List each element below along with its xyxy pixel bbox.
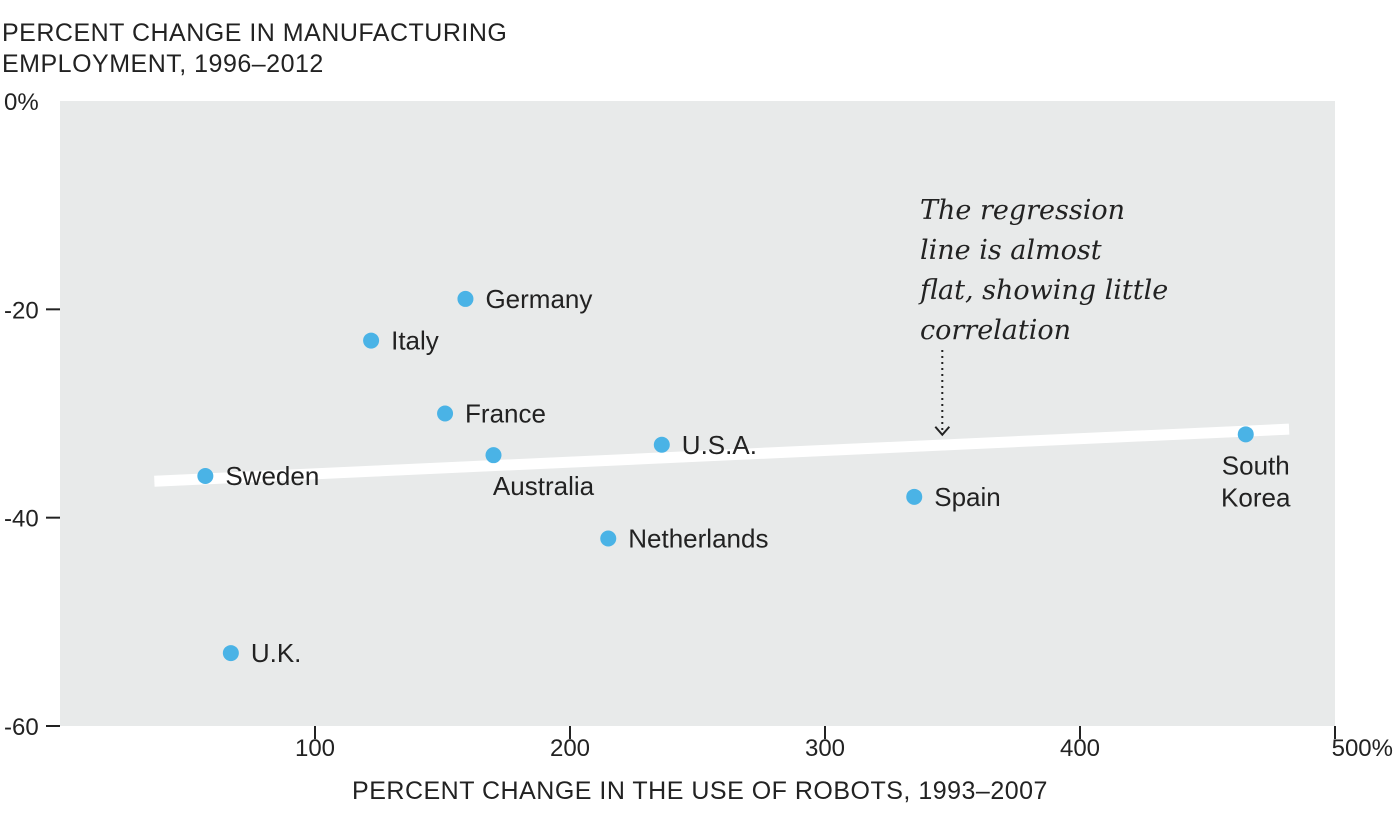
data-point-netherlands [600, 530, 617, 547]
y-axis-title-line-1: PERCENT CHANGE IN MANUFACTURING [2, 19, 507, 47]
data-point-sweden [197, 468, 214, 484]
data-point-u-s-a [653, 436, 670, 453]
data-point-australia [485, 447, 502, 464]
point-label-spain: Spain [934, 482, 1001, 512]
x-tick-label: 200 [550, 735, 590, 762]
data-point-germany [457, 290, 474, 307]
y-tick-label: -40 [4, 506, 39, 533]
y-axis-title-line-2: EMPLOYMENT, 1996–2012 [2, 50, 324, 78]
point-label-sweden: Sweden [225, 461, 319, 491]
x-tick-label: 400 [1060, 735, 1100, 762]
point-label-france: France [465, 399, 546, 429]
x-tick-label: 500% [1332, 735, 1393, 762]
data-point-south-korea [1237, 426, 1254, 443]
annotation-line-1: The regression [920, 195, 1125, 226]
data-point-u-k [222, 645, 239, 662]
regression-line [154, 423, 1290, 487]
annotation-arrowhead [934, 426, 951, 437]
point-label-australia: Australia [493, 471, 595, 501]
annotation-line-3: flat, showing little [918, 275, 1168, 306]
plot-area [60, 101, 1335, 726]
y-tick-label: -60 [4, 714, 39, 741]
point-label-italy: Italy [391, 326, 439, 356]
x-axis-title: PERCENT CHANGE IN THE USE OF ROBOTS, 199… [352, 777, 1048, 805]
point-label-u-k: U.K. [251, 638, 302, 668]
data-point-france [437, 405, 454, 422]
point-label-u-s-a: U.S.A. [682, 430, 757, 460]
y-tick-label: 0% [4, 89, 39, 116]
annotation-line-2: line is almost [920, 235, 1102, 266]
data-point-italy [363, 332, 380, 349]
data-point-spain [906, 488, 923, 505]
x-tick-label: 100 [295, 735, 335, 762]
point-label-netherlands: Netherlands [628, 524, 768, 554]
point-label-south-korea: South [1222, 450, 1290, 480]
point-label-south-korea: Korea [1221, 482, 1291, 512]
annotation-line-4: correlation [920, 315, 1071, 346]
point-label-germany: Germany [485, 284, 592, 314]
x-tick-label: 300 [805, 735, 845, 762]
y-tick-label: -20 [4, 297, 39, 324]
